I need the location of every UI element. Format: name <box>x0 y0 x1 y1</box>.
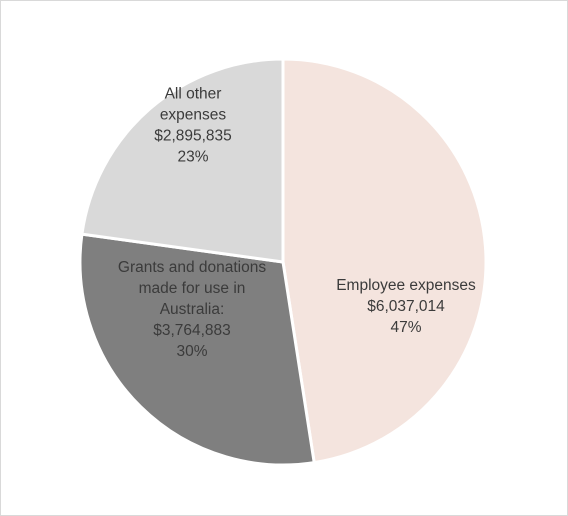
pie-slice-1 <box>78 232 316 467</box>
pie-slice-label-name-line: All other <box>165 86 222 103</box>
pie-slice-0 <box>281 57 488 465</box>
pie-slice-label-name-line: expenses <box>160 107 227 124</box>
pie-slice-label-value: $3,764,883 <box>153 322 231 339</box>
pie-slice-label-name-line: Grants and donations <box>118 259 266 276</box>
pie-labels: Employee expenses $6,037,014 47% Grants and… <box>118 86 476 361</box>
pie-slice-label-0: Employee expenses $6,037,014 47% <box>336 277 476 336</box>
pie-slice-label-percent: 47% <box>390 319 421 336</box>
pie-slice-label-name-line: Australia: <box>160 301 225 318</box>
pie-slice-2 <box>80 57 285 264</box>
pie-slice-label-percent: 30% <box>176 343 207 360</box>
pie-slice-label-2: All other expenses $2,895,835 23% <box>154 86 232 166</box>
pie-slices <box>78 57 488 467</box>
pie-slice-label-name-line: Employee expenses <box>336 277 476 294</box>
pie-slice-label-1: Grants and donations made for use in Austr… <box>118 259 266 360</box>
pie-slice-label-percent: 23% <box>177 149 208 166</box>
pie-slice-label-value: $6,037,014 <box>367 298 445 315</box>
pie-slice-label-name-line: made for use in <box>139 280 246 297</box>
pie-slice-label-value: $2,895,835 <box>154 128 232 145</box>
